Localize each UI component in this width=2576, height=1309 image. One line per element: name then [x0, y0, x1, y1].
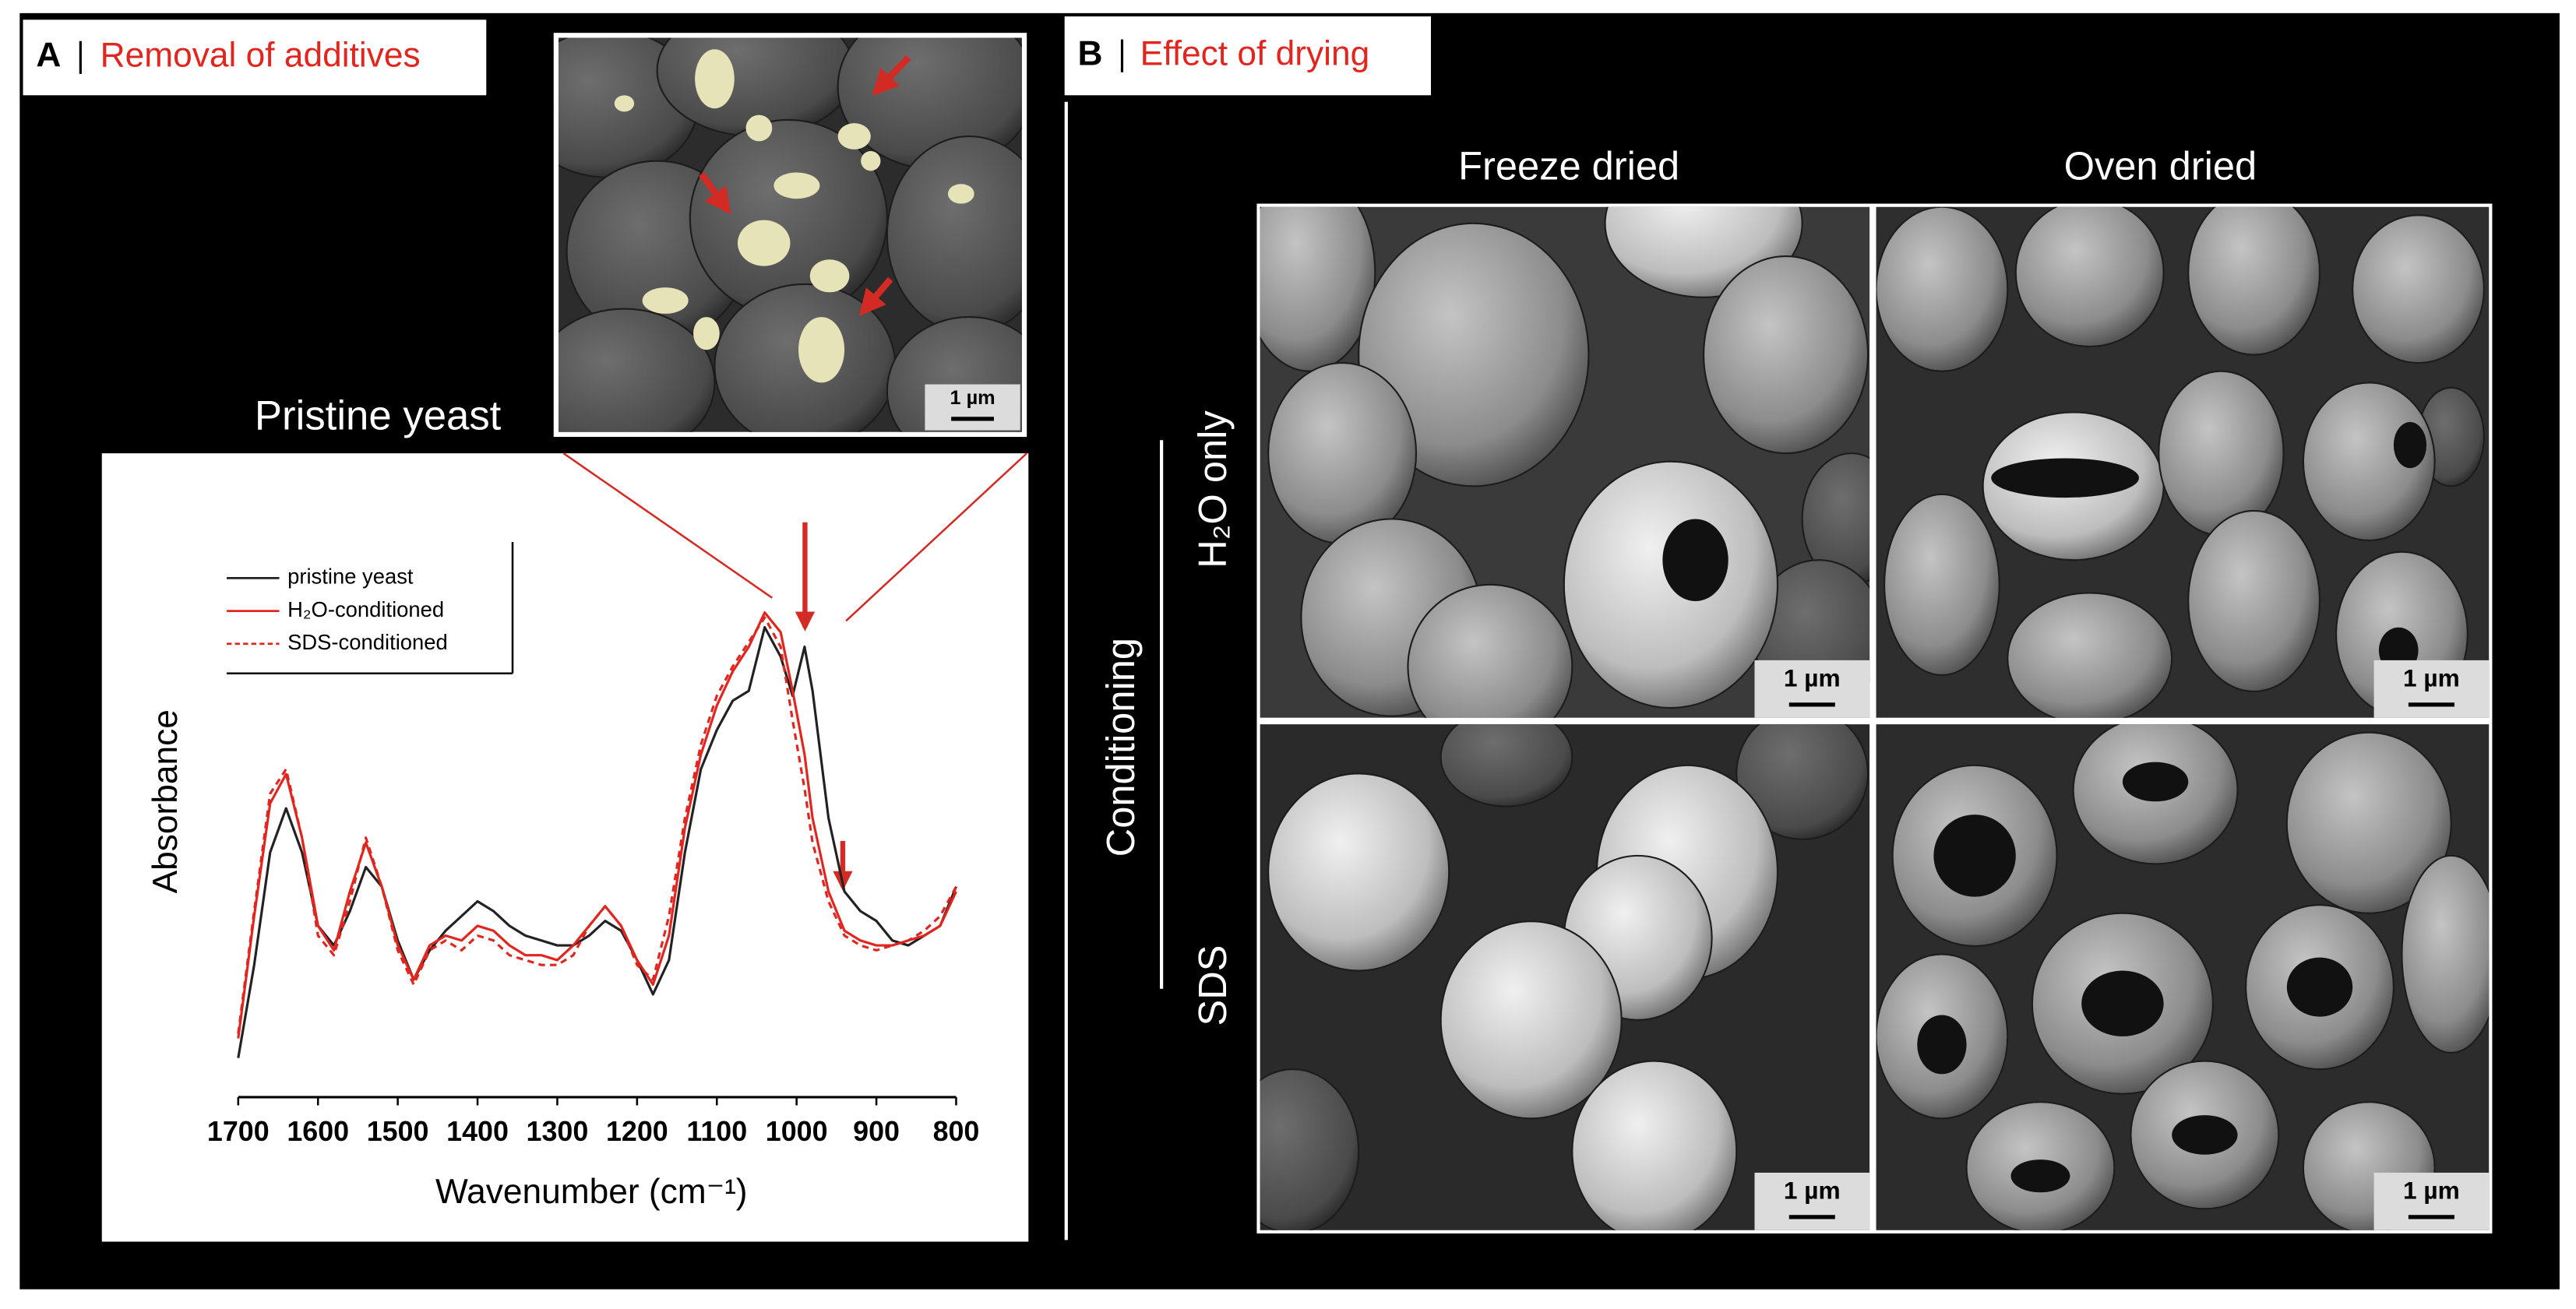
cell-pore	[2010, 1159, 2070, 1193]
additive-particle	[809, 259, 850, 293]
cell-blob	[1571, 1060, 1738, 1230]
cell-blob	[1440, 920, 1623, 1120]
cell-pore	[2172, 1115, 2238, 1155]
x-tick-label: 800	[933, 1116, 980, 1147]
cell-blob	[2187, 509, 2321, 693]
additive-particle	[642, 287, 689, 314]
zoom-line	[562, 452, 773, 599]
x-tick-label: 900	[853, 1116, 900, 1147]
x-tick-label: 1600	[287, 1116, 349, 1147]
additive-particle	[798, 317, 845, 383]
panel-b-header	[1064, 16, 1431, 96]
row-label: H₂O only	[1190, 410, 1235, 568]
cell-blob	[2352, 214, 2485, 364]
chart: 1700 1600 1500 1400 1300 1200 1100 1000 900 800 pr…	[207, 542, 979, 1147]
cell-blob	[1358, 222, 1590, 487]
cell-blob	[1260, 206, 1376, 372]
cell-pore	[1917, 1015, 1967, 1075]
sem-content	[1260, 724, 1869, 1230]
x-tick-label: 1500	[367, 1116, 429, 1147]
scale-box	[1754, 660, 1870, 718]
series-line	[237, 616, 957, 1034]
panel-a-header	[23, 19, 487, 96]
cell-pore	[2081, 970, 2164, 1036]
legend-label: SDS-conditioned	[287, 630, 448, 654]
cell-blob	[2158, 370, 2285, 537]
x-tick-label: 1200	[606, 1116, 668, 1147]
cell-blob	[1260, 1068, 1360, 1230]
series-line	[237, 625, 957, 1058]
panel-title: Removal of additives	[100, 37, 421, 75]
inset-sem	[559, 37, 1022, 432]
panel-letter: A	[36, 37, 61, 75]
y-axis-title: Absorbance	[146, 709, 185, 893]
cell-blob	[2401, 854, 2490, 1054]
inset-arrow	[699, 172, 731, 215]
cell-blob	[1884, 493, 2000, 676]
x-tick-label: 1000	[766, 1116, 828, 1147]
x-tick-label: 1400	[446, 1116, 509, 1147]
scale-box	[2373, 660, 2490, 718]
cell-pore	[2286, 957, 2353, 1017]
column-label: Freeze dried	[1458, 144, 1679, 188]
x-tick-label: 1700	[207, 1116, 270, 1147]
cell-blob	[559, 308, 716, 432]
cell-pore	[2122, 762, 2189, 802]
additive-particle	[861, 151, 881, 171]
cell-blob	[1703, 255, 1869, 455]
inset-arrow	[872, 55, 911, 97]
scale-bar-label: 1 µm	[950, 387, 995, 409]
cell-pore	[1991, 458, 2139, 498]
scale-bars: 1 µm 1 µm 1 µm 1 µm	[1754, 660, 2490, 1230]
legend-label: H₂O-conditioned	[287, 597, 444, 621]
cell-pore	[1662, 519, 1728, 601]
scale-bar-label: 1 µm	[1784, 1177, 1841, 1205]
panel-letter: B	[1078, 34, 1103, 72]
additive-particle	[745, 114, 773, 142]
scale-box	[2373, 1172, 2490, 1230]
additive-particle	[693, 317, 720, 350]
scale-box	[925, 384, 1020, 431]
chart-area	[101, 453, 1029, 1242]
additive-particle	[695, 49, 735, 109]
sem-content	[1260, 206, 1870, 718]
scale-bar-label: 1 µm	[1784, 664, 1841, 692]
x-tick-label: 1300	[527, 1116, 589, 1147]
cell-blob	[2187, 206, 2321, 356]
legend-label: pristine yeast	[287, 565, 414, 589]
cell-blob	[2285, 731, 2452, 914]
additive-particle	[614, 95, 635, 112]
x-tick-label: 1100	[686, 1116, 747, 1147]
cell-blob	[1267, 772, 1450, 972]
cell-blob	[1407, 583, 1573, 718]
x-axis-title: Wavenumber (cm⁻¹)	[435, 1173, 748, 1211]
cell-blob	[2007, 592, 2173, 718]
cell-blob	[1267, 362, 1418, 545]
inset-arrow	[858, 276, 893, 316]
additive-particle	[947, 184, 974, 204]
cell-blob	[1736, 724, 1869, 840]
cell-blob	[2014, 206, 2165, 348]
panel-title: Effect of drying	[1140, 34, 1370, 72]
additive-particle	[737, 220, 791, 266]
cell-blob	[1440, 724, 1573, 808]
scale-bar-label: 1 µm	[2403, 664, 2460, 692]
column-label: Oven dried	[2064, 144, 2257, 188]
cell-pore	[2393, 422, 2427, 469]
group-label: Conditioning	[1098, 638, 1143, 857]
additive-particle	[774, 172, 820, 199]
additive-particle	[837, 123, 871, 150]
scale-bar-label: 1 µm	[2403, 1177, 2460, 1205]
row-label: SDS	[1190, 945, 1235, 1026]
cell-pore	[1933, 815, 2016, 897]
inset-label: Pristine yeast	[255, 393, 502, 439]
zoom-line	[845, 452, 1028, 622]
sem-content	[1876, 724, 2490, 1230]
cell-blob	[2302, 382, 2436, 541]
scale-box	[1754, 1172, 1870, 1230]
cell-blob	[1876, 206, 2009, 372]
